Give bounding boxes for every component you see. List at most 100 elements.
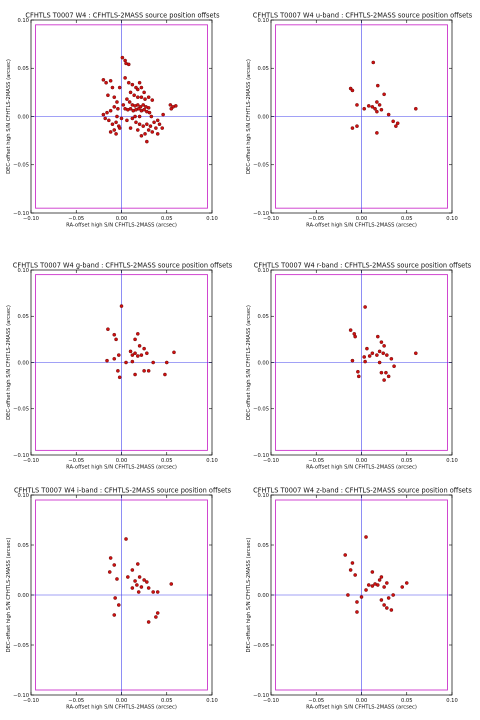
data-point [164, 360, 169, 365]
x-tick-label: 0.00 [116, 458, 128, 464]
x-tick-label: 0.00 [356, 216, 368, 222]
data-point [155, 611, 160, 615]
data-point [404, 581, 409, 585]
data-point [148, 124, 153, 128]
data-point [385, 353, 389, 357]
panel-title: CFHTLS T0007 W4 i-band : CFHTLS-2MASS so… [14, 487, 232, 495]
y-tick-label: 0.10 [257, 268, 269, 274]
data-point [146, 128, 151, 132]
data-point [145, 580, 149, 584]
y-tick-label: 0.00 [17, 360, 29, 366]
data-point [375, 583, 380, 587]
y-tick-label: −0.05 [253, 407, 269, 413]
y-tick-label: 0.00 [257, 360, 269, 366]
x-tick-label: −0.05 [68, 216, 84, 222]
data-point [151, 590, 155, 594]
x-axis-label: RA-offset high S/N CFHTLS-2MASS (arcsec) [66, 223, 177, 229]
data-point [126, 62, 131, 67]
data-point [355, 600, 359, 604]
y-tick-label: 0.00 [17, 593, 29, 599]
x-tick-label: −0.05 [68, 698, 84, 704]
data-point [348, 568, 353, 572]
data-point [116, 353, 121, 357]
data-point [400, 585, 405, 589]
data-point [114, 132, 118, 136]
data-point [168, 103, 173, 107]
data-point [155, 118, 160, 123]
data-point [135, 87, 140, 92]
x-tick-label: 0.10 [446, 216, 458, 222]
data-point [150, 130, 155, 134]
data-point [146, 106, 151, 110]
data-point [377, 578, 382, 582]
panel-title: CFHTLS T0007 W4 u-band : CFHTLS-2MASS so… [253, 12, 473, 20]
data-point [355, 124, 359, 128]
data-point [154, 615, 158, 619]
data-point [385, 606, 389, 610]
data-point [121, 103, 126, 107]
data-point [128, 349, 133, 354]
y-tick-label: −0.05 [13, 407, 29, 413]
scatter-panel-5: CFHTLS T0007 W4 i-band : CFHTLS-2MASS so… [6, 487, 232, 711]
data-point [106, 327, 110, 332]
data-point [133, 351, 137, 356]
data-point [130, 353, 135, 357]
data-point [377, 349, 382, 354]
data-point [133, 337, 137, 342]
data-point [155, 132, 160, 136]
data-point [377, 103, 382, 107]
y-tick-label: −0.10 [13, 211, 29, 217]
data-point [123, 76, 127, 80]
data-point [112, 105, 117, 109]
data-point [371, 60, 376, 65]
data-point [149, 114, 154, 119]
data-point [135, 95, 140, 99]
data-point [386, 112, 391, 117]
data-point [413, 106, 418, 111]
data-point [355, 610, 359, 614]
data-point [373, 106, 377, 111]
y-tick-label: −0.05 [253, 163, 269, 169]
data-point [142, 369, 146, 373]
x-tick-label: −0.10 [23, 458, 39, 464]
data-point [362, 106, 367, 111]
data-point [355, 103, 359, 107]
data-point [146, 95, 151, 99]
data-point [173, 104, 178, 108]
x-tick-label: −0.10 [263, 216, 279, 222]
data-point [350, 561, 355, 565]
y-tick-label: 0.05 [17, 66, 29, 72]
y-tick-label: 0.00 [257, 114, 269, 120]
data-point [169, 582, 174, 586]
x-tick-label: 0.05 [401, 458, 413, 464]
data-point [137, 80, 142, 85]
data-point [382, 92, 386, 97]
y-axis-label: DEC-offset high S/N CFHTLS-2MASS (arcsec… [6, 59, 12, 174]
y-tick-label: −0.05 [13, 163, 29, 169]
panel-title: CFHTLS T0007 W4 r-band : CFHTLS-2MASS so… [254, 262, 472, 270]
data-point [364, 588, 368, 592]
y-tick-label: 0.10 [17, 18, 29, 24]
data-point [112, 128, 117, 132]
data-point [364, 535, 368, 539]
data-point [391, 119, 395, 124]
data-point [353, 334, 357, 339]
x-tick-label: 0.00 [356, 458, 368, 464]
data-point [346, 593, 350, 597]
data-point [377, 360, 382, 365]
data-point [106, 93, 110, 98]
y-tick-label: 0.05 [257, 543, 269, 549]
x-tick-label: 0.05 [161, 458, 173, 464]
data-point [366, 583, 371, 587]
data-point [139, 85, 144, 90]
x-tick-label: −0.05 [308, 458, 324, 464]
data-point [128, 126, 133, 130]
data-point [381, 351, 386, 356]
data-point [119, 304, 124, 308]
x-tick-label: 0.00 [116, 698, 128, 704]
y-axis-label: DEC-offset high S/N CFHTLS-2MASS (arcsec… [246, 59, 252, 174]
y-tick-label: 0.00 [17, 114, 29, 120]
y-axis-label: DEC-offset high S/N CFHTLS-2MASS (arcsec… [6, 305, 12, 420]
data-point [124, 360, 128, 365]
